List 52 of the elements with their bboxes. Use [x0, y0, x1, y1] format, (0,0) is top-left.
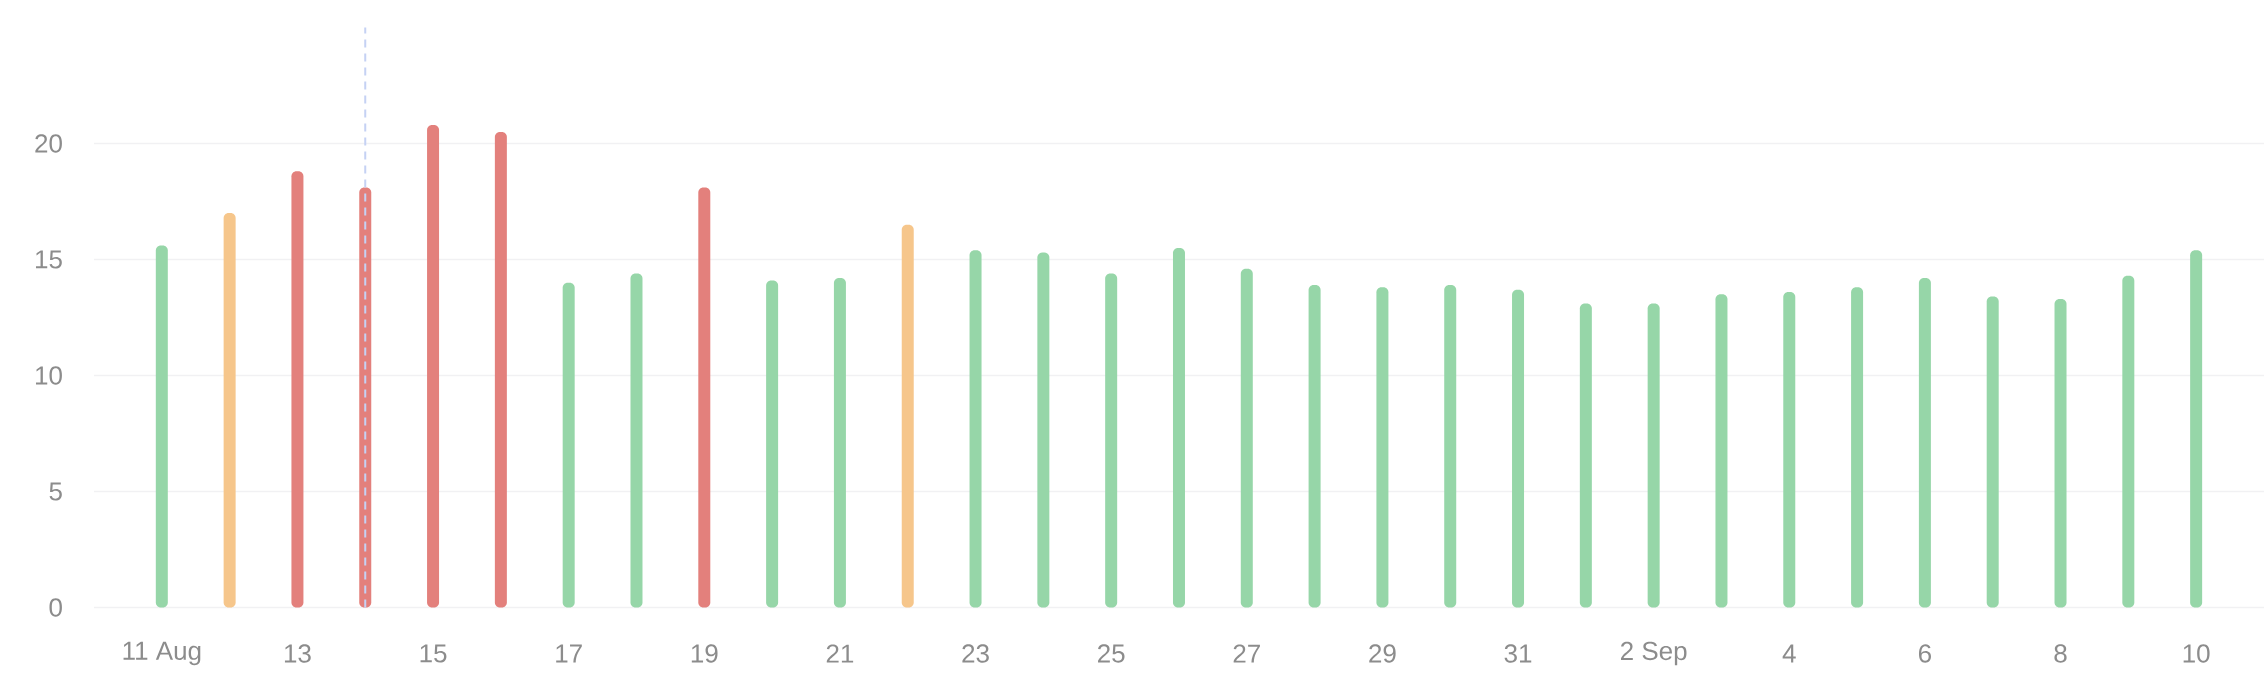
- x-tick-label: 21: [826, 644, 854, 663]
- bar: [1783, 291, 1796, 608]
- x-tick-label: 27: [1233, 644, 1260, 663]
- bar: [1647, 303, 1660, 608]
- bar: [1105, 273, 1118, 608]
- bar: [1715, 294, 1728, 608]
- bar: [630, 273, 643, 608]
- bar: [1512, 289, 1525, 608]
- x-tick-label: 25: [1098, 644, 1125, 663]
- bar: [427, 124, 440, 608]
- y-tick-label: 20: [35, 134, 62, 153]
- bar: [1986, 296, 1999, 608]
- bar: [291, 171, 304, 608]
- x-tick-label: 6: [1918, 644, 1931, 663]
- bar: [698, 187, 711, 608]
- bar: [1308, 285, 1321, 608]
- bar: [833, 278, 846, 608]
- x-tick-label: 2 Sep: [1621, 641, 1687, 666]
- bar: [223, 213, 236, 608]
- x-tick-label: 11 Aug: [123, 641, 201, 666]
- bar: [766, 280, 779, 608]
- bar: [2122, 275, 2135, 608]
- bar: [901, 224, 914, 608]
- x-tick-label: 29: [1369, 644, 1396, 663]
- bar: [155, 245, 168, 608]
- y-tick-label: 10: [35, 366, 62, 385]
- x-tick-label: 8: [2054, 644, 2067, 663]
- bar: [359, 187, 372, 608]
- y-tick-label: 15: [35, 250, 62, 269]
- x-tick-label: 17: [556, 644, 582, 663]
- x-tick-label: 4: [1782, 644, 1796, 663]
- bar: [1376, 287, 1389, 608]
- x-tick-label: 19: [691, 644, 718, 663]
- bar: [969, 250, 982, 608]
- bar: [2054, 298, 2067, 608]
- x-tick-label: 15: [420, 644, 447, 663]
- bar: [494, 131, 507, 608]
- bar: [562, 282, 575, 608]
- bar: [2190, 250, 2203, 608]
- y-tick-label: 0: [49, 598, 62, 617]
- bar: [1240, 268, 1253, 608]
- bar: [1918, 278, 1931, 608]
- bar: [1579, 303, 1592, 608]
- x-tick-label: 31: [1504, 644, 1532, 663]
- bar: [1851, 287, 1864, 608]
- bar: [1444, 285, 1457, 608]
- bar: [1172, 247, 1185, 608]
- x-tick-label: 10: [2183, 644, 2210, 663]
- x-tick-label: 23: [962, 644, 989, 663]
- bar: [1037, 252, 1050, 608]
- y-tick-label: 5: [49, 482, 62, 501]
- x-tick-label: 13: [284, 644, 311, 663]
